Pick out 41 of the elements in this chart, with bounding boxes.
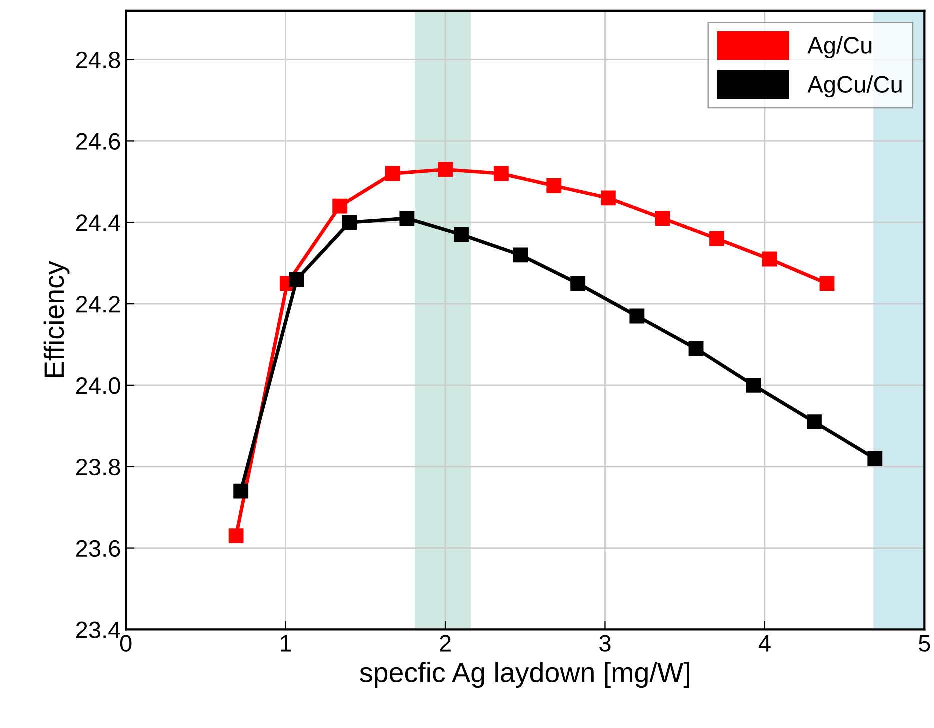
point [332, 198, 348, 214]
point [494, 166, 509, 182]
point [806, 414, 822, 430]
y-tick-label: 24.6 [76, 133, 120, 150]
point [600, 190, 616, 206]
y-tick-label: 24.2 [76, 296, 120, 313]
y-tick-label: 24.4 [76, 214, 121, 232]
point [385, 166, 400, 182]
point [438, 162, 453, 178]
point [655, 211, 670, 226]
point [342, 215, 358, 230]
point [820, 276, 835, 292]
point [746, 378, 762, 393]
point [400, 211, 415, 226]
point [228, 528, 244, 544]
point [868, 451, 883, 466]
x-tick-label: 5 [919, 635, 930, 652]
x-tick-label: 1 [281, 635, 292, 652]
y-axis-title: Efficiency [44, 261, 70, 378]
point [290, 272, 304, 288]
point [688, 341, 704, 356]
x-tick-label: 0 [120, 635, 132, 652]
point [710, 231, 724, 246]
y-tick-label: 23.4 [76, 622, 121, 639]
point [630, 308, 645, 324]
y-tick-label: 24.0 [76, 378, 120, 394]
x-tick-label: 2 [440, 635, 451, 652]
x-tick-label: 3 [600, 635, 611, 652]
point [546, 178, 562, 194]
y-tick-label: 23.8 [76, 458, 120, 476]
y-tick-label: 24.8 [76, 52, 120, 69]
x-tick-label: 4 [758, 635, 771, 652]
y-tick-label: 23.6 [76, 540, 120, 558]
point [762, 252, 778, 267]
point [454, 227, 469, 242]
legend-label: Ag/Cu [808, 36, 872, 59]
legend-label: AgCu/Cu [808, 76, 902, 98]
point [234, 484, 249, 499]
point [513, 248, 528, 263]
x-axis-title: specfic Ag laydown [mg/W] [360, 662, 690, 688]
point [570, 276, 586, 292]
